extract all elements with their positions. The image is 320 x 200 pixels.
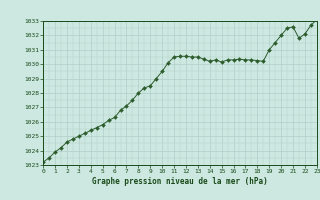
X-axis label: Graphe pression niveau de la mer (hPa): Graphe pression niveau de la mer (hPa) (92, 177, 268, 186)
